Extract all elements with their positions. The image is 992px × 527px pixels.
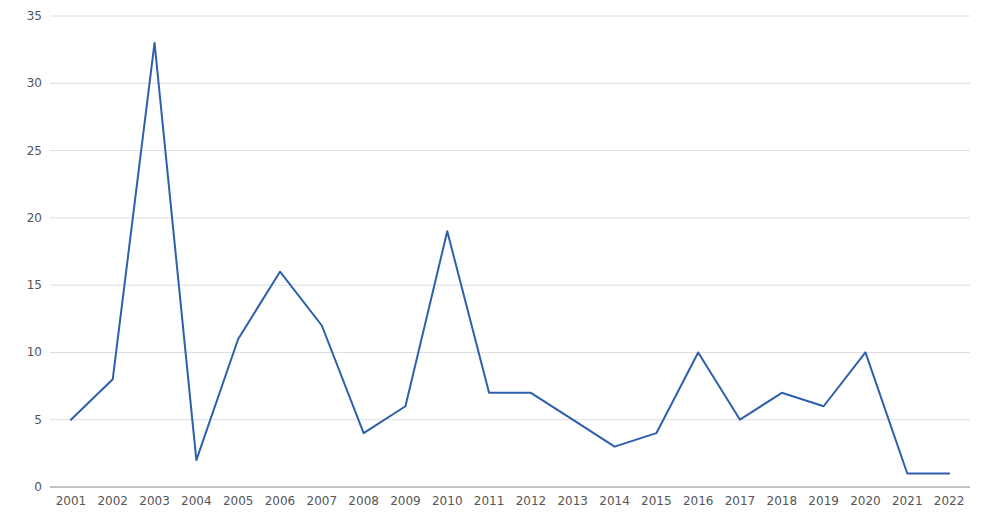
y-tick-label: 25 <box>27 144 42 158</box>
x-tick-label: 2012 <box>516 494 547 508</box>
y-axis: 0 5 10 15 20 25 30 35 <box>27 9 42 494</box>
grid-line <box>50 285 970 286</box>
y-tick-label: 5 <box>34 413 42 427</box>
x-tick-label: 2017 <box>725 494 756 508</box>
y-tick-label: 0 <box>34 480 42 494</box>
x-tick-label: 2004 <box>181 494 212 508</box>
y-tick-label: 10 <box>27 345 42 359</box>
x-tick-label: 2021 <box>892 494 923 508</box>
x-axis-line <box>50 487 970 488</box>
x-tick-label: 2005 <box>223 494 254 508</box>
grid-line <box>50 419 970 420</box>
x-tick-label: 2001 <box>56 494 87 508</box>
y-tick-label: 20 <box>27 211 42 225</box>
plot-area <box>71 43 949 474</box>
data-line <box>71 43 949 474</box>
x-tick-label: 2022 <box>934 494 965 508</box>
grid-line <box>50 487 970 488</box>
x-tick-label: 2015 <box>641 494 672 508</box>
x-tick-label: 2010 <box>432 494 463 508</box>
grid-line <box>50 217 970 218</box>
y-tick-label: 15 <box>27 278 42 292</box>
grid-line <box>50 16 970 17</box>
grid-line <box>50 150 970 151</box>
x-tick-label: 2014 <box>599 494 630 508</box>
grid-line <box>50 352 970 353</box>
x-tick-label: 2008 <box>348 494 379 508</box>
x-tick-label: 2009 <box>390 494 421 508</box>
x-tick-label: 2018 <box>767 494 798 508</box>
x-axis: 2001 2002 2003 2004 2005 2006 2007 2008 2009 2010… <box>50 487 970 508</box>
x-tick-label: 2003 <box>139 494 170 508</box>
x-tick-label: 2007 <box>307 494 338 508</box>
x-tick-label: 2006 <box>265 494 296 508</box>
x-tick-label: 2019 <box>808 494 839 508</box>
x-tick-label: 2013 <box>557 494 588 508</box>
x-tick-label: 2002 <box>97 494 128 508</box>
chart-container: 0510152025303520012002200320042005200620… <box>0 0 992 527</box>
y-tick-label: 30 <box>27 76 42 90</box>
y-grid <box>50 16 970 487</box>
x-tick-label: 2016 <box>683 494 714 508</box>
y-tick-label: 35 <box>27 9 42 23</box>
x-tick-label: 2011 <box>474 494 505 508</box>
chart-svg: 0510152025303520012002200320042005200620… <box>0 0 992 527</box>
x-tick-label: 2020 <box>850 494 881 508</box>
grid-line <box>50 83 970 84</box>
